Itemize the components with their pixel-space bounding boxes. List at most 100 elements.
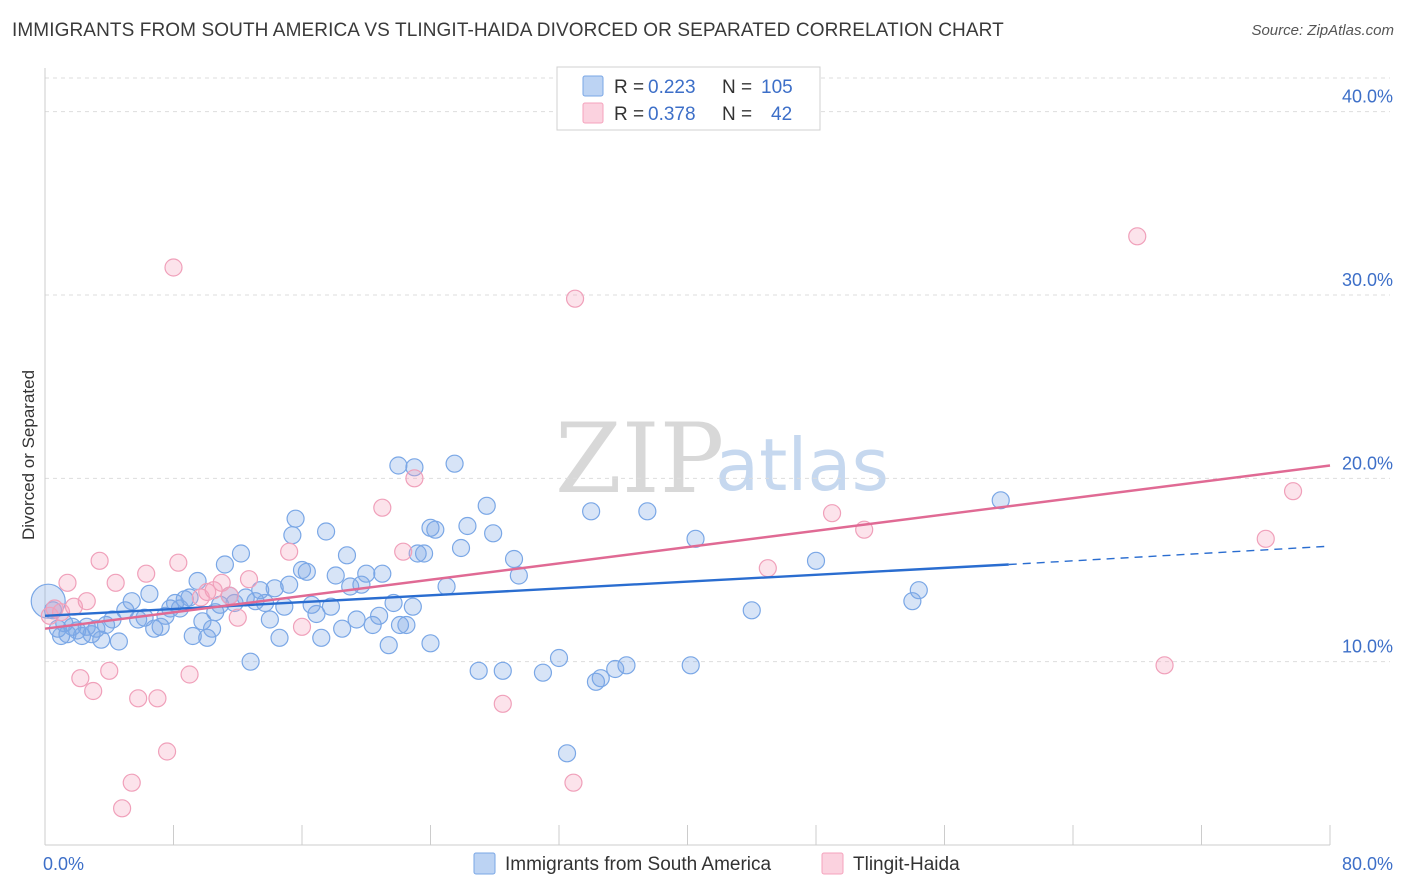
data-point-south-america <box>379 636 398 655</box>
data-point-south-america <box>265 579 284 598</box>
data-point-tlingit-haida <box>822 504 842 523</box>
data-point-south-america <box>140 584 159 603</box>
legend-r-value: 0.223 <box>648 77 696 98</box>
data-point-south-america <box>321 597 341 616</box>
data-point-tlingit-haida <box>157 742 177 761</box>
data-point-tlingit-haida <box>394 542 413 561</box>
data-point-south-america <box>686 529 705 548</box>
data-point-south-america <box>991 491 1010 510</box>
data-point-south-america <box>909 581 928 600</box>
data-point-tlingit-haida <box>58 573 77 592</box>
data-point-south-america <box>477 496 496 515</box>
watermark-zip: ZIP <box>555 403 724 515</box>
data-point-south-america <box>606 659 625 679</box>
data-point-tlingit-haida <box>137 564 156 583</box>
data-point-south-america <box>280 575 299 594</box>
data-point-south-america <box>145 619 164 638</box>
data-point-tlingit-haida <box>180 665 199 684</box>
data-point-south-america <box>297 562 316 581</box>
data-point-tlingit-haida <box>129 689 148 708</box>
data-point-south-america <box>337 546 357 565</box>
data-point-south-america <box>493 661 512 680</box>
data-point-south-america <box>151 617 170 636</box>
trend-line-extension-south-america <box>1008 545 1331 566</box>
axes <box>44 68 1331 846</box>
data-point-tlingit-haida <box>106 573 125 592</box>
data-point-south-america <box>903 592 922 611</box>
data-point-south-america <box>403 597 422 616</box>
y-tick-label: 10.0% <box>1342 637 1393 657</box>
data-point-south-america <box>397 615 416 635</box>
data-point-south-america <box>357 564 376 583</box>
data-point-south-america <box>307 604 326 624</box>
data-point-south-america <box>231 544 251 563</box>
data-point-south-america <box>370 606 389 625</box>
legend-n-label: N = <box>722 104 752 125</box>
data-point-south-america <box>533 663 553 682</box>
bottom-legend-swatch-blue <box>473 852 496 875</box>
data-point-south-america <box>582 502 601 521</box>
data-point-south-america <box>109 632 128 651</box>
data-points <box>30 227 1303 818</box>
x-tick-label: 0.0% <box>43 854 84 874</box>
trend-lines <box>44 464 1331 630</box>
data-point-tlingit-haida <box>112 799 132 818</box>
chart-title: IMMIGRANTS FROM SOUTH AMERICA VS TLINGIT… <box>12 20 1004 41</box>
data-point-tlingit-haida <box>148 689 167 708</box>
legend-n-label: N = <box>722 77 752 98</box>
data-point-south-america <box>681 656 700 675</box>
data-point-south-america <box>326 566 345 585</box>
data-point-south-america <box>591 669 610 688</box>
data-point-tlingit-haida <box>1256 529 1275 548</box>
legend-r-label: R = <box>614 77 644 98</box>
data-point-south-america <box>469 661 488 680</box>
data-point-south-america <box>426 520 445 539</box>
data-point-tlingit-haida <box>565 289 585 308</box>
y-tick-label: 20.0% <box>1342 453 1393 473</box>
trend-line-tlingit-haida <box>44 464 1331 630</box>
data-point-south-america <box>384 593 403 613</box>
data-point-south-america <box>183 626 202 646</box>
data-point-south-america <box>260 610 279 629</box>
data-point-tlingit-haida <box>1283 482 1303 501</box>
y-tick-labels: 10.0% 20.0% 30.0% 40.0% <box>1342 87 1393 657</box>
data-point-tlingit-haida <box>212 573 231 592</box>
data-point-south-america <box>82 625 101 644</box>
data-point-south-america <box>437 577 456 596</box>
data-point-south-america <box>316 522 336 541</box>
watermark-atlas: atlas <box>715 423 889 507</box>
data-point-tlingit-haida <box>100 661 119 680</box>
data-point-south-america <box>458 516 477 536</box>
y-tick-label: 30.0% <box>1342 270 1393 290</box>
data-point-south-america <box>504 549 524 569</box>
data-point-south-america <box>484 524 503 543</box>
data-point-south-america <box>215 555 234 574</box>
data-point-tlingit-haida <box>169 553 188 572</box>
data-point-south-america <box>638 502 657 521</box>
x-tick-labels: 0.0% 80.0% <box>43 854 1393 874</box>
bottom-legend-label-pink: Tlingit-Haida <box>853 854 960 875</box>
data-point-south-america <box>408 544 427 563</box>
legend-n-value: 105 <box>761 77 793 98</box>
data-point-tlingit-haida <box>71 669 90 688</box>
data-point-tlingit-haida <box>292 617 312 636</box>
data-point-south-america <box>92 630 111 649</box>
data-point-south-america <box>549 648 569 668</box>
data-point-tlingit-haida <box>1128 227 1147 246</box>
bottom-legend: Immigrants from South America Tlingit-Ha… <box>473 852 960 875</box>
legend-swatch-pink <box>582 102 604 124</box>
data-point-south-america <box>363 615 382 635</box>
data-point-south-america <box>742 601 761 620</box>
data-point-south-america <box>286 509 305 528</box>
data-point-south-america <box>30 583 66 619</box>
data-point-tlingit-haida <box>405 469 424 488</box>
data-point-south-america <box>421 634 440 653</box>
data-point-south-america <box>557 744 577 763</box>
data-point-tlingit-haida <box>228 608 247 627</box>
bottom-legend-label-blue: Immigrants from South America <box>505 854 772 875</box>
data-point-south-america <box>347 610 366 629</box>
data-point-tlingit-haida <box>564 773 583 792</box>
chart-source: Source: ZipAtlas.com <box>1251 22 1394 39</box>
data-point-tlingit-haida <box>758 559 777 578</box>
data-point-south-america <box>390 615 410 635</box>
